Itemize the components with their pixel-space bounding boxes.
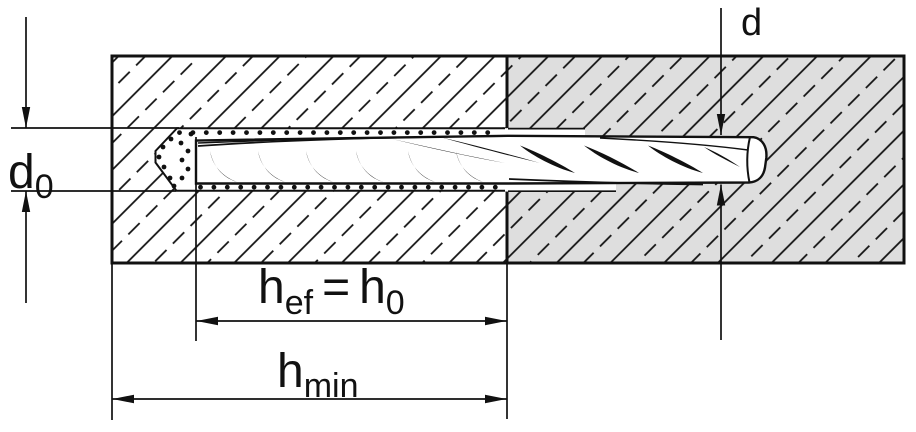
arrow-left-icon [196,316,218,326]
arrow-left-icon [112,394,134,404]
label-hef: hef = h0 [258,261,405,322]
dimension-hef: hef = h0 [195,137,508,419]
arrow-up-icon [716,184,726,206]
arrow-up-icon [21,191,31,212]
screw-end-cap [746,136,751,183]
label-d: d [741,2,762,44]
clearance-hole [505,127,616,193]
screw-anchor [194,134,768,186]
arrow-right-icon [485,316,507,326]
arrow-down-icon [21,107,31,128]
dimension-d0: d0 [8,17,179,303]
label-hmin: hmin [277,345,359,405]
dimension-d: d [716,2,762,340]
arrow-down-icon [716,114,726,135]
adhesive-dots [156,130,498,190]
dimension-hmin: hmin [111,263,507,420]
label-d0: d0 [8,146,54,206]
arrow-right-icon [485,394,507,404]
